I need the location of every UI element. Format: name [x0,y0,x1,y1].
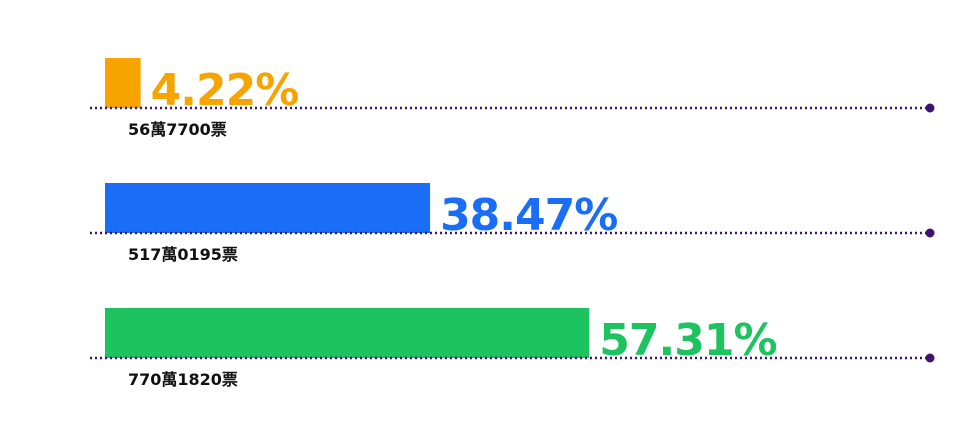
baseline-end [925,103,935,113]
value-label: 38.47% [440,190,617,241]
bar [105,58,141,108]
vote-count: 56萬7700票 [128,120,227,139]
baseline-end [925,228,935,238]
value-label: 4.22% [151,65,299,116]
bar [105,308,590,358]
bar [105,183,431,233]
vote-count: 770萬1820票 [128,370,238,389]
value-label: 57.31% [599,315,776,366]
baseline-end [925,353,935,363]
vote-count: 517萬0195票 [128,245,238,264]
